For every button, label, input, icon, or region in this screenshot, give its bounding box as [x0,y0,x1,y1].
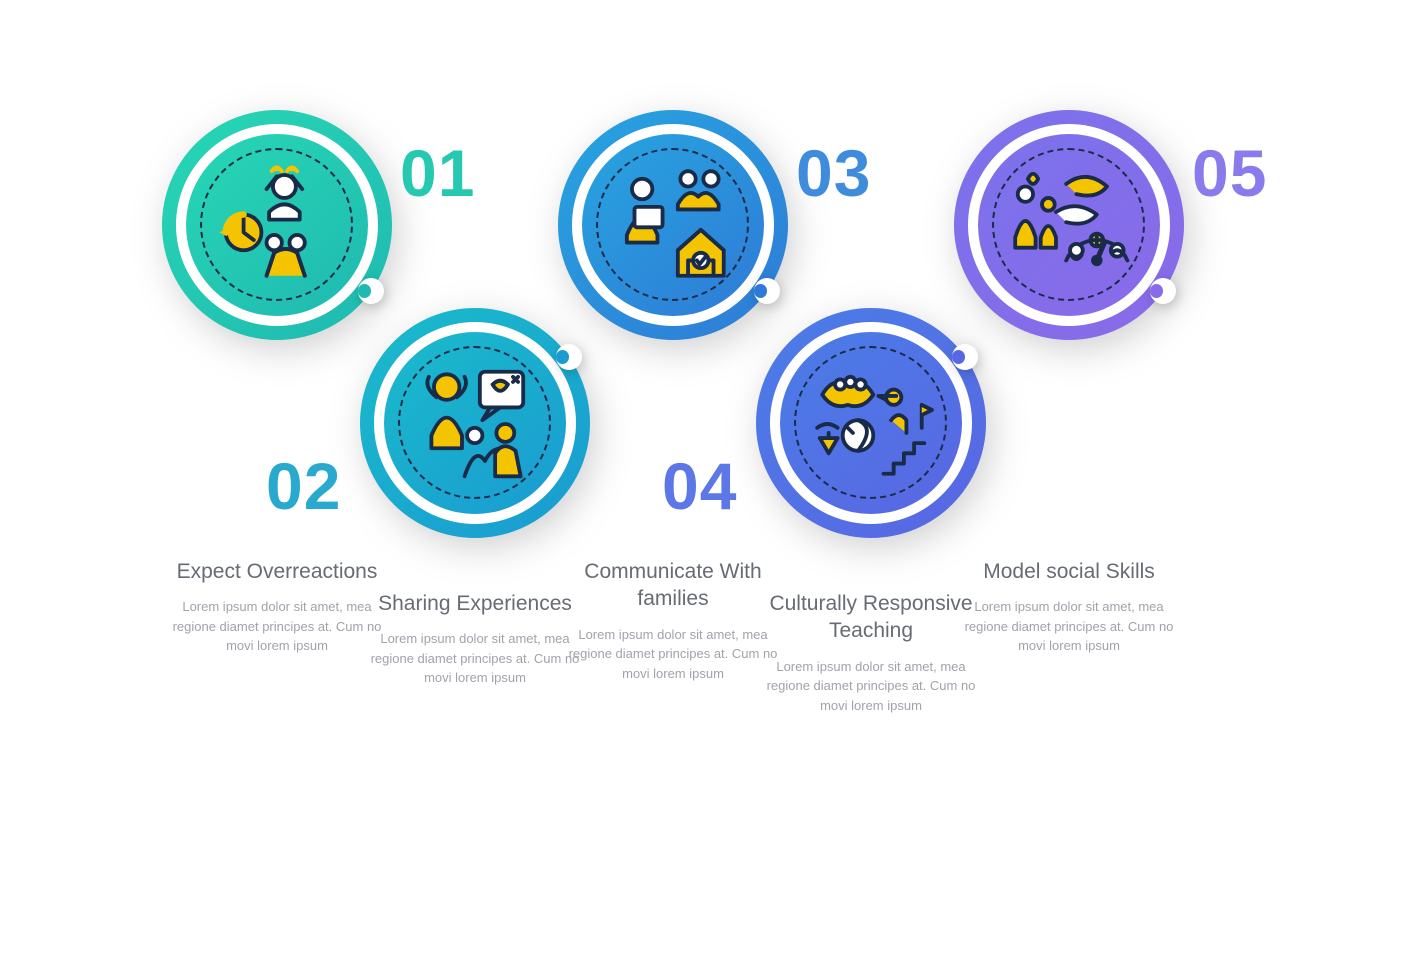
connector-dot [358,278,384,304]
connector-dot [1150,278,1176,304]
step-number: 04 [662,453,737,519]
overreactions-icon [213,161,340,288]
step-circle-04 [756,308,986,538]
step-text: Model social Skills Lorem ipsum dolor sit… [964,558,1174,656]
communicate-icon [609,161,736,288]
step-desc: Lorem ipsum dolor sit amet, mea regione … [568,625,778,684]
step-title: Culturally Responsive Teaching [766,590,976,645]
step-desc: Lorem ipsum dolor sit amet, mea regione … [370,629,580,688]
step-title: Sharing Experiences [370,590,580,617]
step-text: Communicate With families Lorem ipsum dol… [568,558,778,683]
connector-dot [754,278,780,304]
social-skills-icon [1005,161,1132,288]
step-circle-01 [162,110,392,340]
cultural-icon [807,359,934,486]
step-text: Culturally Responsive Teaching Lorem ipsu… [766,590,976,715]
step-number: 03 [796,140,871,206]
step-number: 05 [1192,140,1267,206]
step-circle-05 [954,110,1184,340]
step-desc: Lorem ipsum dolor sit amet, mea regione … [964,597,1174,656]
step-title: Expect Overreactions [172,558,382,585]
infographic-stage: 01 Expect Overreactions Lorem ipsum dolor … [112,110,1292,870]
step-circle-03 [558,110,788,340]
step-number: 01 [400,140,475,206]
step-text: Expect Overreactions Lorem ipsum dolor si… [172,558,382,656]
step-number: 02 [266,453,341,519]
step-desc: Lorem ipsum dolor sit amet, mea regione … [766,657,976,716]
step-circle-02 [360,308,590,538]
step-title: Model social Skills [964,558,1174,585]
step-title: Communicate With families [568,558,778,613]
step-desc: Lorem ipsum dolor sit amet, mea regione … [172,597,382,656]
step-text: Sharing Experiences Lorem ipsum dolor sit… [370,590,580,688]
sharing-icon [411,359,538,486]
